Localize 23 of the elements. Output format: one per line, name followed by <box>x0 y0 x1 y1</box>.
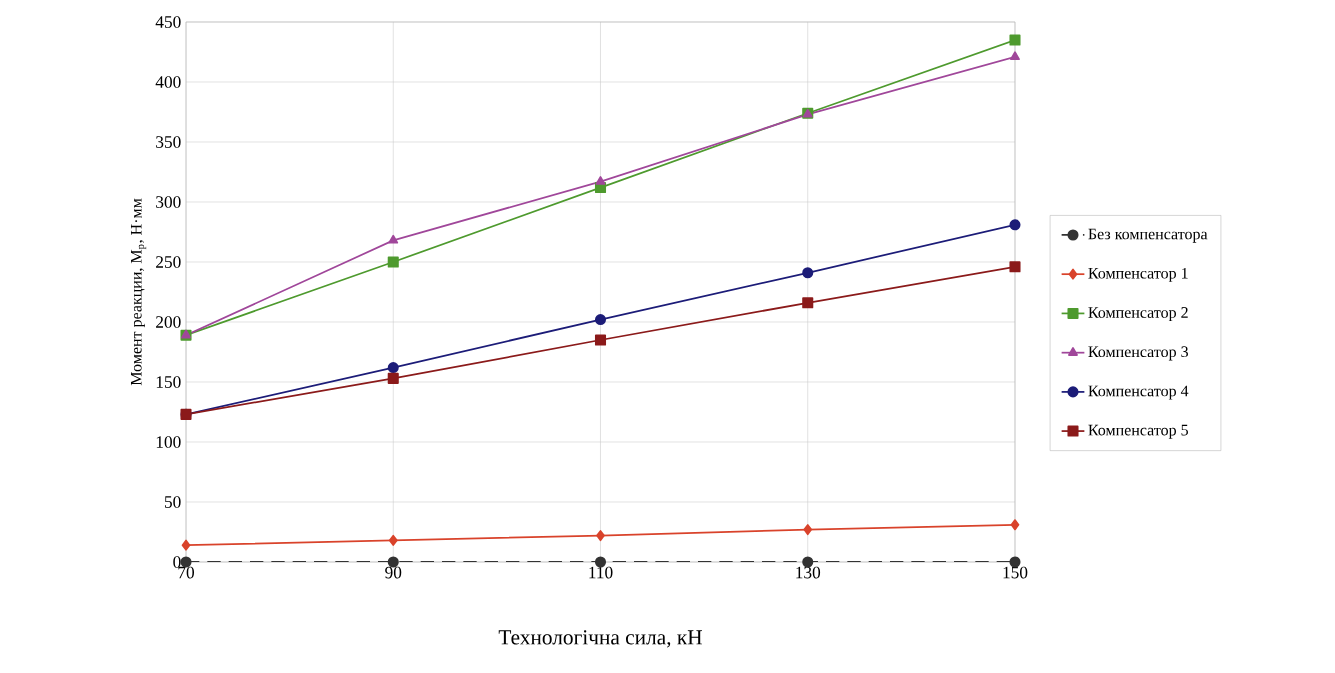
y-tick-label: 150 <box>156 376 181 388</box>
y-tick-label: 250 <box>156 256 181 268</box>
y-tick-label: 350 <box>156 136 181 148</box>
legend-label: Компенсатор 1 <box>1088 267 1188 282</box>
y-tick-label: 0 <box>173 556 181 568</box>
x-tick-label: 150 <box>1003 566 1028 579</box>
legend-label: Компенсатор 4 <box>1088 385 1189 400</box>
y-tick-label: 100 <box>156 436 181 448</box>
y-tick-label: 450 <box>155 16 181 28</box>
x-tick-label: 70 <box>178 566 195 579</box>
y-tick-label: 400 <box>155 76 181 88</box>
y-tick-label: 50 <box>164 496 181 508</box>
x-tick-label: 130 <box>796 566 821 579</box>
legend-label: Компенсатор 3 <box>1088 346 1188 361</box>
legend-label: Без компенсатора <box>1088 228 1208 243</box>
legend-label: Компенсатор 2 <box>1088 307 1188 322</box>
x-axis-title: Технологічна сила, кН <box>498 630 702 648</box>
legend-label: Компенсатор 5 <box>1088 424 1188 439</box>
x-tick-label: 90 <box>385 566 402 579</box>
x-tick-label: 110 <box>589 566 613 579</box>
y-axis-title: Момент реакции, М$_{р}$, Н·мм <box>131 198 147 386</box>
y-tick-label: 200 <box>156 316 181 328</box>
y-tick-label: 300 <box>156 196 181 208</box>
